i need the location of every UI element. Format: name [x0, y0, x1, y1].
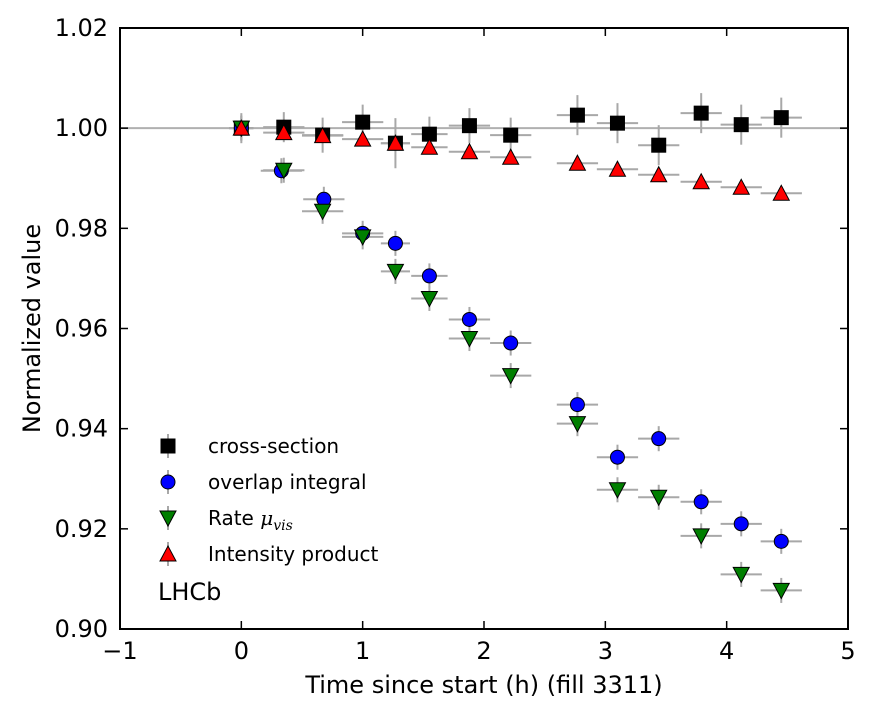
data-point	[693, 105, 709, 121]
data-point	[651, 431, 667, 447]
y-tick-label: 0.98	[55, 214, 108, 242]
data-point	[609, 449, 625, 465]
x-tick-label: −1	[102, 637, 137, 665]
data-point	[274, 162, 293, 180]
data-point	[420, 138, 439, 155]
data-point	[773, 533, 789, 549]
data-point	[733, 516, 749, 532]
lhcb-annotation: LHCb	[158, 578, 221, 606]
data-point	[568, 154, 587, 171]
legend-marker	[159, 510, 177, 528]
x-tick-label: 5	[840, 637, 855, 665]
data-point	[503, 335, 519, 351]
legend-label: Intensity product	[208, 542, 378, 566]
data-point	[732, 566, 751, 584]
data-point	[772, 582, 791, 600]
legend-marker	[160, 438, 176, 454]
plot-frame	[119, 27, 849, 630]
data-point	[773, 110, 789, 126]
data-point	[460, 331, 479, 348]
data-point	[421, 268, 437, 284]
data-point	[274, 123, 293, 141]
data-point	[568, 416, 587, 433]
data-point	[353, 229, 372, 246]
x-tick-label: 3	[598, 637, 613, 665]
plot-area	[120, 93, 848, 603]
data-point	[569, 107, 585, 123]
data-point	[387, 235, 403, 251]
y-tick-label: 0.90	[55, 615, 108, 643]
data-point	[353, 130, 372, 147]
data-point	[733, 117, 749, 133]
data-point	[649, 165, 668, 183]
legend-entry: cross-section	[160, 434, 339, 458]
data-point	[569, 397, 585, 413]
data-point	[651, 137, 667, 153]
data-point	[608, 482, 627, 499]
data-point	[692, 172, 711, 190]
y-axis-title: Normalized value	[18, 224, 46, 433]
data-point	[501, 148, 520, 165]
data-point	[355, 114, 371, 130]
data-point	[732, 178, 751, 195]
data-point	[608, 160, 627, 177]
data-point	[503, 127, 519, 143]
y-tick-label: 0.92	[55, 515, 108, 543]
legend-marker	[160, 474, 176, 490]
series-2	[232, 120, 791, 600]
data-point	[692, 528, 711, 545]
data-point	[609, 115, 625, 131]
legend-marker	[159, 544, 177, 562]
data-point	[461, 311, 477, 327]
data-point	[772, 184, 791, 201]
data-point	[386, 134, 405, 151]
legend-label: cross-section	[208, 434, 339, 458]
x-tick-label: 1	[355, 637, 370, 665]
data-point	[649, 489, 668, 507]
data-point	[232, 119, 251, 136]
y-tick-label: 1.00	[55, 114, 108, 142]
y-tick-label: 1.02	[55, 14, 108, 42]
x-tick-label: 4	[719, 637, 734, 665]
data-point	[313, 126, 332, 144]
legend-label: overlap integral	[208, 470, 367, 494]
data-point	[693, 494, 709, 510]
data-point	[460, 142, 479, 160]
legend-entry: overlap integral	[160, 470, 367, 494]
data-point	[501, 368, 520, 385]
x-axis-title: Time since start (h) (fill 3311)	[304, 671, 662, 699]
x-tick-label: 2	[476, 637, 491, 665]
legend-entry: Intensity product	[159, 542, 378, 566]
data-point	[386, 263, 405, 281]
y-tick-label: 0.96	[55, 315, 108, 343]
y-tick-label: 0.94	[55, 415, 108, 443]
x-tick-label: 0	[234, 637, 249, 665]
data-point	[461, 118, 477, 134]
data-point	[313, 203, 332, 221]
data-point	[420, 290, 439, 308]
series-3	[232, 119, 791, 201]
